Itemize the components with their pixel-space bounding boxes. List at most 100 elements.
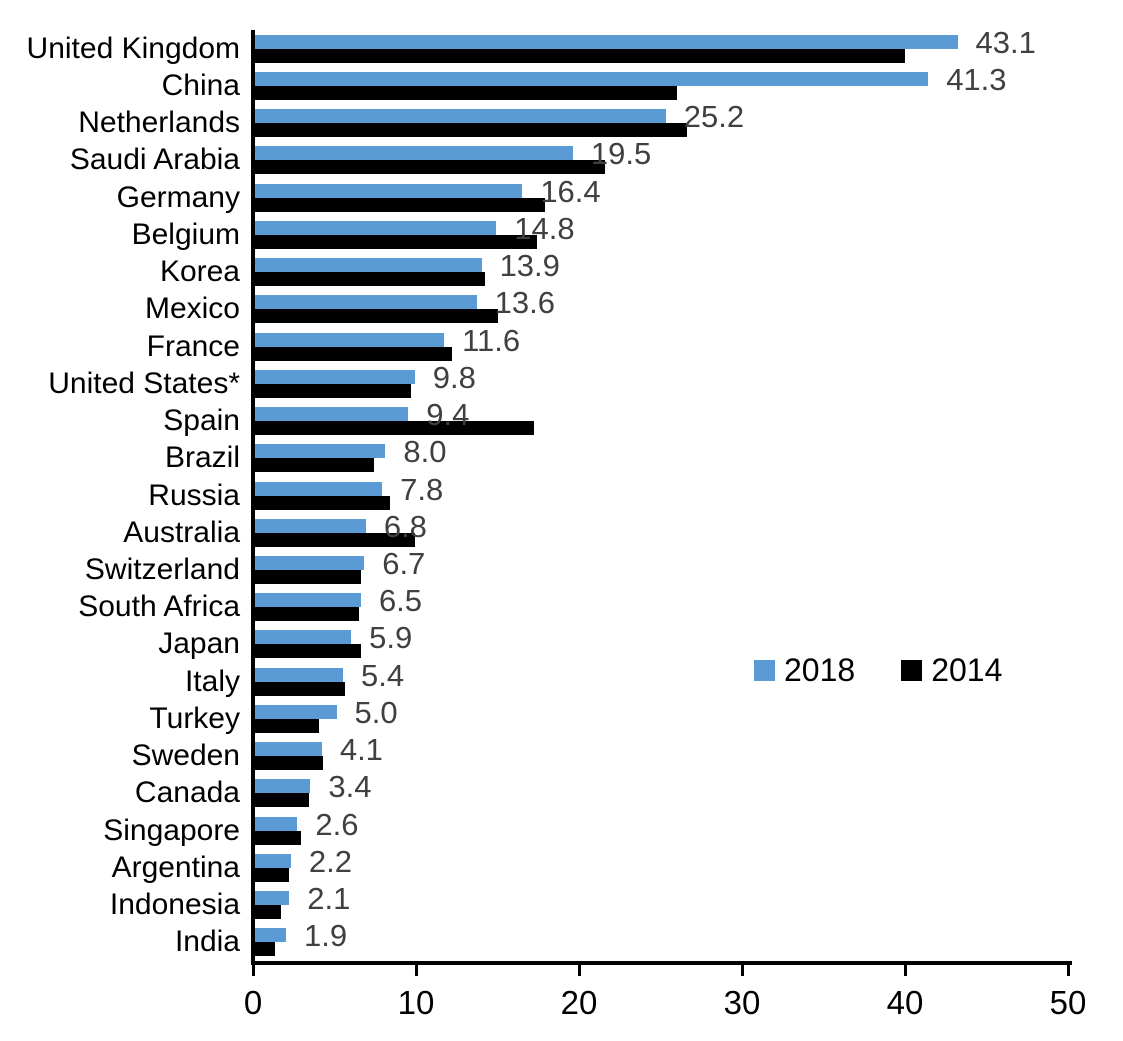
- category-label-korea: Korea: [159, 255, 240, 289]
- value-label-indonesia: 2.1: [307, 881, 351, 917]
- bar-2018-netherlands: [255, 109, 666, 124]
- bar-2018-japan: [255, 630, 352, 645]
- bar-2018-united-kingdom: [255, 34, 958, 49]
- bar-2014-russia: [255, 495, 391, 510]
- value-label-italy: 5.4: [361, 657, 405, 693]
- x-axis-tick-20: [577, 965, 581, 976]
- category-label-australia: Australia: [123, 515, 240, 549]
- category-label-belgium: Belgium: [131, 217, 240, 251]
- bar-2014-china: [255, 85, 678, 100]
- bar-2014-korea: [255, 272, 485, 287]
- bar-2014-france: [255, 346, 453, 361]
- category-label-russia: Russia: [148, 478, 240, 512]
- bar-2014-brazil: [255, 458, 374, 473]
- bar-2014-netherlands: [255, 123, 687, 138]
- value-label-mexico: 13.6: [494, 285, 556, 321]
- category-label-turkey: Turkey: [149, 701, 240, 735]
- bar-2018-korea: [255, 258, 482, 273]
- bar-2018-germany: [255, 183, 523, 198]
- bar-2014-canada: [255, 793, 309, 808]
- bar-2018-indonesia: [255, 891, 290, 906]
- legend-item-2018: 2018: [754, 652, 855, 689]
- legend-swatch-2018: [754, 660, 775, 681]
- bar-2018-turkey: [255, 704, 337, 719]
- category-label-canada: Canada: [134, 776, 240, 810]
- category-label-france: France: [146, 329, 240, 363]
- bar-2014-switzerland: [255, 569, 361, 584]
- x-axis-tick-30: [740, 965, 744, 976]
- category-label-netherlands: Netherlands: [78, 106, 240, 140]
- value-label-netherlands: 25.2: [683, 99, 745, 135]
- bar-2014-spain: [255, 421, 534, 436]
- bar-2014-italy: [255, 681, 345, 696]
- x-axis-tick-label-50: 50: [1049, 984, 1087, 1021]
- value-label-japan: 5.9: [369, 620, 413, 656]
- value-label-spain: 9.4: [426, 397, 470, 433]
- category-label-united-kingdom: United Kingdom: [26, 31, 240, 65]
- x-axis-tick-40: [903, 965, 907, 976]
- bar-2018-singapore: [255, 816, 298, 831]
- category-label-argentina: Argentina: [111, 850, 240, 884]
- x-axis-tick-label-10: 10: [397, 984, 435, 1021]
- bar-2014-united-states: [255, 383, 412, 398]
- value-label-argentina: 2.2: [308, 843, 352, 879]
- x-axis-line: [251, 961, 1072, 965]
- bar-2014-belgium: [255, 234, 537, 249]
- bar-2018-italy: [255, 667, 344, 682]
- bar-2018-india: [255, 928, 286, 943]
- value-label-turkey: 5.0: [354, 694, 398, 730]
- bar-2018-australia: [255, 518, 366, 533]
- category-label-switzerland: Switzerland: [84, 552, 240, 586]
- bar-2018-south-africa: [255, 593, 361, 608]
- x-axis-tick-0: [251, 965, 255, 976]
- value-label-united-states: 9.8: [432, 359, 476, 395]
- bar-2014-turkey: [255, 718, 319, 733]
- value-label-canada: 3.4: [328, 769, 372, 805]
- bar-2018-canada: [255, 779, 311, 794]
- category-label-germany: Germany: [116, 180, 240, 214]
- bar-2018-spain: [255, 407, 409, 422]
- x-axis-tick-label-0: 0: [243, 984, 263, 1021]
- value-label-switzerland: 6.7: [382, 545, 426, 581]
- bar-2014-indonesia: [255, 905, 282, 920]
- bar-2014-argentina: [255, 867, 290, 882]
- value-label-brazil: 8.0: [403, 434, 447, 470]
- category-label-brazil: Brazil: [164, 441, 240, 475]
- bar-2018-mexico: [255, 295, 477, 310]
- category-label-united-states: United States*: [48, 366, 240, 400]
- value-label-united-kingdom: 43.1: [975, 24, 1036, 60]
- legend-label-2018: 2018: [784, 652, 856, 688]
- bar-2018-united-states: [255, 369, 415, 384]
- x-axis-tick-10: [414, 965, 418, 976]
- bar-2014-singapore: [255, 830, 301, 845]
- value-label-russia: 7.8: [400, 471, 444, 507]
- bar-2018-saudi-arabia: [255, 146, 573, 161]
- legend: 2018 2014: [754, 652, 1002, 689]
- bar-2018-argentina: [255, 853, 291, 868]
- value-label-singapore: 2.6: [315, 806, 359, 842]
- legend-swatch-2014: [901, 660, 923, 681]
- x-axis-tick-label-40: 40: [886, 984, 924, 1021]
- bar-2018-china: [255, 71, 929, 86]
- x-axis-tick-label-20: 20: [560, 984, 598, 1021]
- bar-2018-switzerland: [255, 555, 365, 570]
- value-label-australia: 6.8: [383, 508, 427, 544]
- category-label-south-africa: South Africa: [78, 590, 240, 624]
- y-axis-line: [251, 30, 255, 965]
- category-label-saudi-arabia: Saudi Arabia: [69, 143, 240, 177]
- value-label-sweden: 4.1: [339, 732, 383, 768]
- bar-2014-mexico: [255, 309, 498, 324]
- value-label-india: 1.9: [303, 918, 348, 954]
- category-label-sweden: Sweden: [131, 739, 240, 773]
- bar-2014-japan: [255, 644, 361, 659]
- category-label-spain: Spain: [163, 404, 240, 438]
- bar-2018-belgium: [255, 220, 497, 235]
- legend-item-2014: 2014: [901, 652, 1002, 689]
- category-label-china: China: [161, 68, 240, 102]
- bar-2018-sweden: [255, 742, 322, 757]
- bar-2018-france: [255, 332, 445, 347]
- bar-2014-sweden: [255, 756, 324, 771]
- bar-2014-australia: [255, 532, 415, 547]
- bar-2014-united-kingdom: [255, 48, 906, 63]
